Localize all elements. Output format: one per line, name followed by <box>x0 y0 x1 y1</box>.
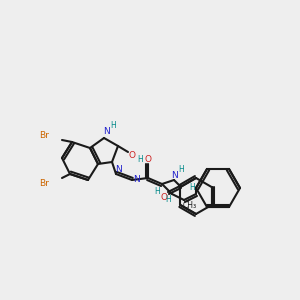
Text: Br: Br <box>39 179 49 188</box>
Text: N: N <box>133 176 140 184</box>
Text: H: H <box>110 122 116 130</box>
Text: H: H <box>178 164 184 173</box>
Text: O: O <box>160 194 167 202</box>
Text: H: H <box>137 154 143 164</box>
Text: H: H <box>189 184 195 193</box>
Text: H: H <box>154 188 160 196</box>
Text: N: N <box>115 164 122 173</box>
Text: O: O <box>145 154 152 164</box>
Text: O: O <box>128 151 136 160</box>
Text: N: N <box>171 170 177 179</box>
Text: H: H <box>165 196 171 205</box>
Text: Br: Br <box>39 131 49 140</box>
Text: N: N <box>103 128 110 136</box>
Text: CH₃: CH₃ <box>183 202 197 211</box>
